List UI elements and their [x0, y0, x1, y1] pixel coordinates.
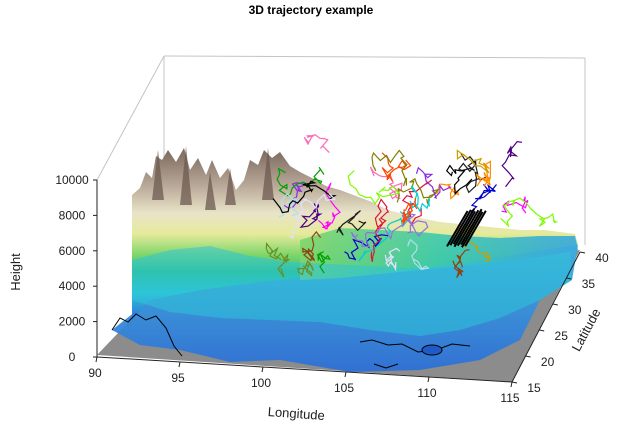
trajectory-line [452, 208, 476, 245]
x-tick-label: 105 [334, 381, 354, 395]
z-tick-label: 6000 [59, 244, 86, 258]
x-tick-label: 115 [500, 391, 519, 405]
x-axis-line [96, 356, 513, 383]
trajectory-line [407, 238, 430, 271]
trajectory-line [446, 210, 469, 247]
trajectory-line [303, 134, 330, 154]
y-tick-label: 35 [582, 277, 596, 291]
z-tick-label: 8000 [59, 208, 86, 222]
trajectory-line [289, 193, 337, 240]
z-tick-label: 4000 [59, 279, 86, 293]
trajectory-line [371, 149, 408, 187]
trajectory-line [276, 166, 325, 197]
x-tick-label: 100 [251, 376, 271, 390]
x-tick-label: 110 [417, 386, 436, 400]
trajectory-line [401, 197, 418, 225]
coastline [111, 313, 471, 369]
trajectory-line [301, 230, 322, 262]
trajectory-line [470, 183, 497, 213]
trajectory-line [297, 260, 315, 277]
x-tick-mark [427, 376, 430, 383]
trajectory-line [456, 209, 480, 247]
x-tick-mark [344, 371, 347, 378]
axis-box-top-left-edge [96, 55, 165, 181]
x-tick-label: 95 [171, 371, 185, 385]
trajectory-line [449, 209, 472, 246]
y-tick-label: 20 [541, 355, 555, 369]
trajectory-line [283, 182, 306, 209]
x-tick-mark [95, 356, 98, 363]
z-tick-label: 0 [69, 350, 76, 364]
z-axis-label: Height [8, 253, 23, 291]
trajectory-line [452, 249, 470, 279]
z-tick-label: 2000 [59, 315, 86, 329]
chart-title: 3D trajectory example [249, 3, 374, 17]
y-tick-label: 40 [595, 251, 609, 265]
trajectory-line [265, 242, 290, 278]
trajectory-line [409, 185, 431, 213]
trajectory-group [265, 134, 559, 279]
terrain-peaks [152, 146, 274, 210]
trajectory-line [460, 208, 483, 246]
y-tick-mark [579, 251, 586, 254]
trajectory-line [370, 198, 390, 262]
trajectory-line [457, 153, 486, 194]
axis-frame [96, 180, 581, 383]
x-tick-mark [510, 381, 513, 388]
x-tick-mark [261, 366, 264, 373]
trajectory-line [501, 140, 523, 188]
y-tick-mark [552, 303, 558, 306]
trajectory-line [460, 239, 492, 262]
y-tick-mark [539, 329, 545, 332]
trajectory-line [464, 210, 487, 247]
trajectory-line [500, 197, 559, 228]
x-tick-label: 90 [88, 366, 102, 380]
trajectory-line [350, 214, 411, 248]
trajectory-line [445, 164, 473, 195]
trajectory-line [347, 170, 400, 205]
y-tick-mark [525, 355, 531, 358]
trajectory-line [407, 212, 429, 237]
y-tick-mark [511, 381, 518, 384]
y-axis-line [511, 251, 581, 383]
trajectory-line [272, 180, 337, 214]
trajectory-line [456, 149, 490, 174]
x-axis-ticks: 90 95 100 105 110 115 [88, 356, 520, 405]
trajectory-line [415, 166, 453, 200]
y-tick-mark [566, 277, 572, 280]
trajectory-line [344, 234, 389, 261]
y-tick-label: 30 [568, 303, 582, 317]
trajectory-line [384, 247, 401, 272]
trajectory-line [453, 210, 476, 248]
z-axis-ticks: 0 2000 4000 6000 8000 10000 [55, 173, 97, 364]
trajectory-line [401, 179, 432, 225]
x-axis-label: Longitude [267, 404, 325, 423]
trajectory-line [316, 251, 331, 274]
z-tick-label: 10000 [55, 173, 89, 187]
trajectory-line [475, 160, 491, 187]
x-tick-mark [178, 361, 181, 368]
trajectory-line [461, 211, 484, 248]
terrain-mid-band [132, 246, 572, 336]
trajectory-line [336, 210, 367, 236]
trajectory-line [318, 182, 341, 230]
y-tick-label: 15 [527, 381, 541, 395]
y-tick-label: 25 [555, 329, 569, 343]
axis-box-top-back-edge [163, 55, 586, 59]
